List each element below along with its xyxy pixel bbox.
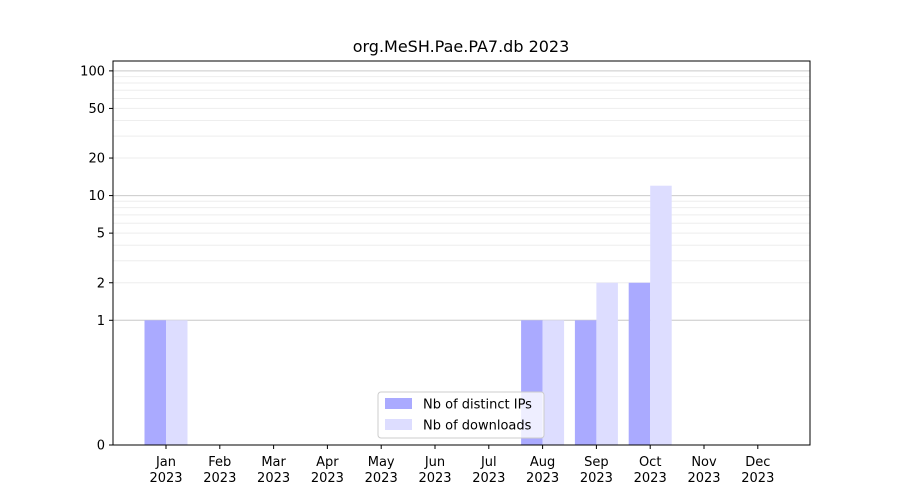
chart-title: org.MeSH.Pae.PA7.db 2023 — [353, 37, 570, 56]
bar-downloads — [650, 185, 672, 445]
bar-distinct-ips — [628, 282, 651, 445]
bar-distinct-ips — [574, 320, 597, 445]
x-tick-label: Jun 2023 — [418, 455, 451, 486]
x-tick-label: Jul 2023 — [472, 455, 505, 486]
x-tick-label: Aug 2023 — [526, 455, 559, 486]
legend-swatch — [385, 398, 412, 409]
legend-swatch — [385, 419, 412, 430]
y-tick-label: 1 — [97, 314, 105, 329]
x-tick-label: Dec 2023 — [741, 455, 774, 486]
bars — [144, 185, 672, 445]
x-tick-label: Sep 2023 — [580, 455, 613, 486]
x-tick-label: Oct 2023 — [634, 455, 667, 486]
legend-box — [377, 391, 545, 439]
bar-downloads — [596, 282, 618, 445]
bar-downloads — [542, 320, 565, 445]
x-tick-label: Apr 2023 — [311, 455, 344, 486]
y-tick-label: 10 — [88, 189, 105, 204]
y-axis: 0 1 2 5 10 20 50 100 — [80, 64, 113, 454]
x-tick-label: Nov 2023 — [687, 455, 720, 486]
y-tick-label: 0 — [97, 439, 105, 454]
x-tick-label: Jan 2023 — [149, 455, 182, 486]
y-tick-label: 100 — [80, 64, 105, 79]
bar-distinct-ips — [144, 320, 166, 445]
bar-downloads — [166, 320, 188, 445]
x-tick-label: Feb 2023 — [203, 455, 236, 486]
legend-label: Nb of downloads — [423, 419, 532, 434]
plot-frame — [112, 60, 811, 446]
legend: Nb of distinct IPs Nb of downloads — [377, 391, 545, 439]
x-tick-label: May 2023 — [365, 455, 398, 486]
y-tick-label: 50 — [88, 102, 105, 117]
x-tick-label: Mar 2023 — [257, 455, 290, 486]
x-axis: Jan 2023 Feb 2023 Mar 2023 Apr 2023 May 2023 Jun 20… — [149, 445, 774, 486]
y-tick-label: 20 — [88, 152, 105, 167]
y-tick-label: 2 — [97, 276, 105, 291]
grid-lines — [113, 70, 810, 321]
legend-label: Nb of distinct IPs — [423, 398, 532, 413]
y-tick-label: 5 — [97, 227, 105, 242]
